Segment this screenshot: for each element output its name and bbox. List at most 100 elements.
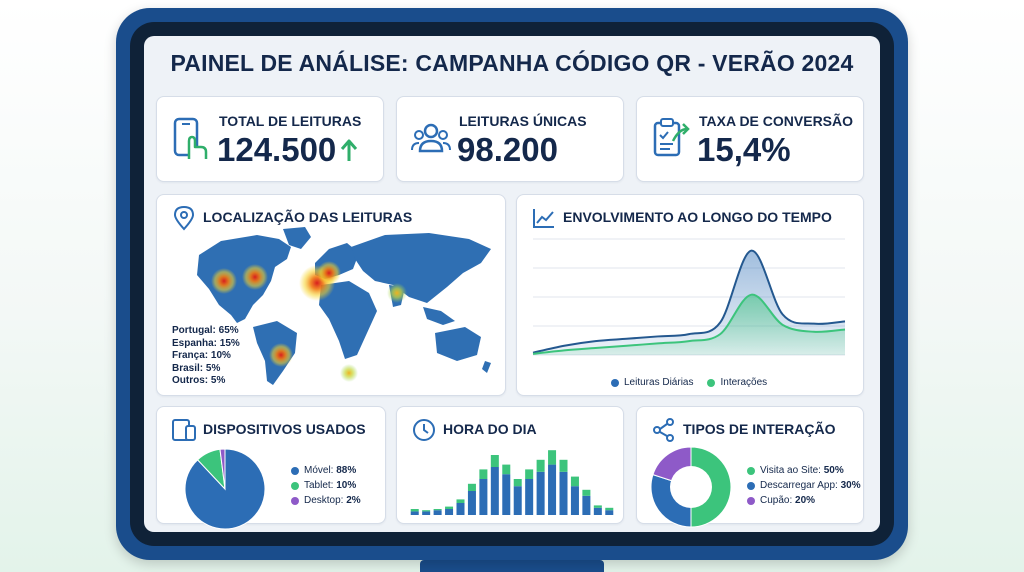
bar-segment-top — [479, 469, 488, 479]
kpi-card-total-scans: TOTAL DE LEITURAS 124.500 — [156, 96, 384, 182]
devices-icon — [172, 419, 196, 441]
legend-item: Desktop: 2% — [291, 493, 361, 508]
clock-icon — [413, 419, 435, 441]
legend-dot — [707, 378, 716, 387]
kpi-card-conversion-rate: TAXA DE CONVERSÃO 15,4% — [636, 96, 864, 182]
map-pin-icon — [173, 205, 195, 231]
tablet-frame: PAINEL DE ANÁLISE: CAMPANHA CÓDIGO QR - … — [116, 8, 908, 560]
location-item: Brasil: 5% — [172, 362, 221, 374]
map-new-zealand — [482, 361, 491, 373]
tablet-button — [234, 12, 260, 18]
legend-item: Cupão: 20% — [747, 493, 861, 508]
bar-segment-base — [570, 486, 579, 515]
legend-dot — [291, 496, 299, 505]
dashboard-screen: PAINEL DE ANÁLISE: CAMPANHA CÓDIGO QR - … — [144, 36, 880, 532]
kpi-value: 98.200 — [457, 131, 558, 168]
bar-segment-top — [582, 489, 591, 496]
bar-segment-base — [490, 467, 499, 515]
legend-dot — [611, 378, 619, 387]
bar-segment-top — [559, 459, 568, 472]
devices-card: DISPOSITIVOS USADOS Móvel: 88% Tablet: 1… — [156, 406, 386, 530]
up-arrow-icon — [340, 139, 358, 161]
series-line-leituras — [532, 249, 846, 354]
legend-label: Tablet: — [304, 480, 334, 491]
legend-item: Visita ao Site: 50% — [747, 463, 861, 478]
legend-label: Interações — [720, 377, 768, 388]
engagement-chart — [532, 238, 846, 356]
users-icon — [411, 123, 451, 153]
bar-segment-top — [445, 506, 454, 509]
bar-segment-base — [422, 511, 431, 515]
legend-item: Interações — [707, 375, 767, 390]
legend-dot — [291, 466, 299, 475]
bar-segment-base — [559, 471, 568, 515]
kpi-label: TAXA DE CONVERSÃO — [699, 113, 854, 129]
series-line-interacoes — [532, 293, 846, 355]
page-title: PAINEL DE ANÁLISE: CAMPANHA CÓDIGO QR - … — [170, 50, 854, 76]
legend-value: 30% — [840, 480, 861, 491]
bar-segment-base — [502, 474, 511, 515]
card-title: ENVOLVIMENTO AO LONGO DO TEMPO — [563, 209, 832, 225]
location-item: França: 10% — [172, 350, 231, 361]
heatspot-north-america — [211, 268, 237, 294]
legend-label: Leituras Diárias — [624, 377, 694, 388]
hours-bar-chart — [410, 450, 614, 515]
pie-slice-desktop — [219, 448, 226, 490]
map-southeast-asia — [423, 307, 455, 325]
bar-segment-base — [525, 479, 534, 515]
legend-label: Visita ao Site: — [760, 465, 821, 476]
card-title: TIPOS DE INTERAÇÃO — [683, 421, 836, 437]
legend-value: 10% — [336, 480, 357, 491]
bar-segment-top — [410, 509, 419, 512]
bar-segment-base — [445, 509, 454, 515]
devices-pie — [184, 448, 266, 530]
bar-segment-top — [548, 450, 557, 465]
interactions-legend: Visita ao Site: 50% Descarregar App: 30%… — [747, 463, 861, 508]
legend-dot — [747, 481, 755, 490]
legend-dot — [747, 466, 755, 475]
legend-value: 50% — [823, 465, 844, 476]
bar-segment-top — [433, 509, 442, 511]
bar-segment-base — [548, 464, 557, 515]
bar-segment-base — [582, 495, 591, 515]
heatspot-spain — [317, 261, 341, 285]
devices-legend: Móvel: 88% Tablet: 10% Desktop: 2% — [291, 463, 361, 508]
legend-item: Tablet: 10% — [291, 478, 361, 493]
bar-segment-top — [536, 459, 545, 472]
heatspot-north-america — [242, 264, 268, 290]
legend-value: 20% — [795, 495, 816, 506]
share-icon — [653, 418, 674, 442]
engagement-card: ENVOLVIMENTO AO LONGO DO TEMPO Leituras … — [516, 194, 864, 396]
tablet-bezel: PAINEL DE ANÁLISE: CAMPANHA CÓDIGO QR - … — [130, 22, 894, 546]
bar-segment-top — [456, 499, 465, 503]
kpi-value: 15,4% — [697, 131, 791, 168]
kpi-label: LEITURAS ÚNICAS — [459, 113, 587, 129]
legend-dot — [747, 496, 755, 505]
bar-segment-top — [605, 507, 614, 511]
bar-segment-base — [467, 491, 476, 515]
clipboard-check-icon — [653, 118, 690, 157]
bar-segment-base — [410, 511, 419, 515]
map-asia — [351, 233, 491, 303]
location-card: LOCALIZAÇÃO DAS LEITURAS — [156, 194, 506, 396]
hours-card: HORA DO DIA — [396, 406, 624, 524]
location-legend: Portugal: 65% Espanha: 15% França: 10% B… — [172, 325, 240, 388]
legend-label: Cupão: — [760, 495, 793, 506]
bar-segment-top — [593, 505, 602, 508]
legend-label: Móvel: — [304, 465, 334, 476]
bar-segment-base — [536, 471, 545, 515]
card-title: DISPOSITIVOS USADOS — [203, 421, 366, 437]
heatspot-africa — [340, 364, 358, 382]
bar-segment-base — [605, 510, 614, 515]
tablet-button — [186, 12, 222, 18]
legend-label: Desktop: — [304, 495, 344, 506]
engagement-legend: Leituras Diárias Interações — [611, 375, 767, 390]
legend-item: Descarregar App: 30% — [747, 478, 861, 493]
legend-value: 88% — [336, 465, 357, 476]
bar-segment-base — [593, 507, 602, 515]
legend-item: Móvel: 88% — [291, 463, 361, 478]
bar-segment-base — [433, 510, 442, 515]
bar-segment-base — [456, 503, 465, 515]
bar-segment-top — [502, 464, 511, 475]
heatspot-brazil — [269, 343, 293, 367]
